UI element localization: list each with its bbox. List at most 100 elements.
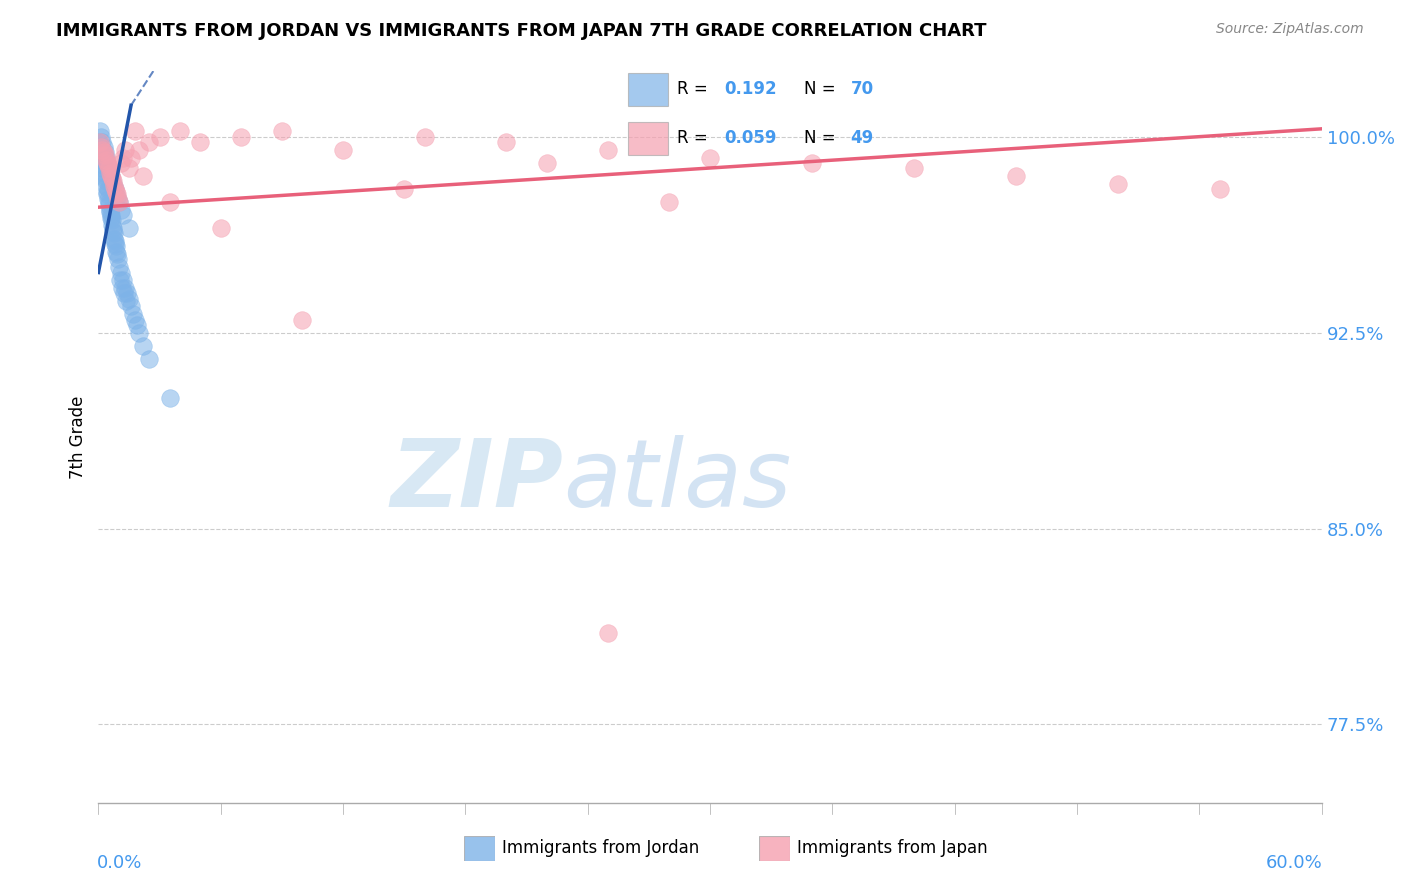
Point xyxy=(159,391,181,405)
Point xyxy=(91,161,114,175)
Point xyxy=(159,194,181,209)
Text: 60.0%: 60.0% xyxy=(1267,854,1323,872)
Point xyxy=(1004,169,1026,183)
Point xyxy=(149,129,172,144)
Point xyxy=(90,148,112,162)
Point xyxy=(138,135,160,149)
Point xyxy=(270,124,294,138)
Point xyxy=(132,339,155,353)
Text: 0.059: 0.059 xyxy=(724,129,776,147)
Point xyxy=(93,145,115,160)
Point xyxy=(118,292,141,306)
Point xyxy=(101,219,124,233)
Point xyxy=(536,155,558,169)
Point xyxy=(100,213,122,227)
Point xyxy=(596,626,619,640)
Point xyxy=(100,208,122,222)
Point xyxy=(114,143,136,157)
Point xyxy=(1107,177,1129,191)
Point xyxy=(100,171,122,186)
Point xyxy=(98,166,121,180)
Point xyxy=(291,312,314,326)
Point xyxy=(103,231,125,245)
Point xyxy=(169,124,191,138)
Point xyxy=(103,179,125,194)
Point xyxy=(903,161,925,175)
Point xyxy=(332,143,354,157)
Point xyxy=(94,151,117,165)
Point xyxy=(96,187,118,202)
Point xyxy=(90,129,112,144)
Point xyxy=(97,158,120,172)
Point xyxy=(801,155,824,169)
Point xyxy=(96,155,118,169)
Text: Immigrants from Japan: Immigrants from Japan xyxy=(797,839,988,857)
Text: atlas: atlas xyxy=(564,435,792,526)
Point xyxy=(1208,182,1232,196)
Point xyxy=(97,163,120,178)
Point xyxy=(91,135,114,149)
Point xyxy=(96,179,118,194)
Point xyxy=(128,326,150,340)
Point xyxy=(93,166,115,180)
Point xyxy=(122,307,145,321)
Point xyxy=(97,194,120,209)
Point xyxy=(118,221,141,235)
Point xyxy=(108,194,131,209)
Text: R =: R = xyxy=(678,129,713,147)
Text: 0.0%: 0.0% xyxy=(97,854,142,872)
Point xyxy=(97,193,120,207)
Point xyxy=(104,182,127,196)
Point xyxy=(231,129,253,144)
Point xyxy=(93,148,115,162)
Point xyxy=(105,244,128,259)
Point xyxy=(495,135,517,149)
Point xyxy=(89,140,111,154)
Bar xyxy=(628,73,668,105)
Point xyxy=(97,161,120,175)
Point xyxy=(413,129,436,144)
Text: Immigrants from Jordan: Immigrants from Jordan xyxy=(502,839,699,857)
Point xyxy=(98,202,121,217)
Point xyxy=(111,151,134,165)
Point xyxy=(108,194,131,209)
Point xyxy=(118,161,141,175)
Text: Source: ZipAtlas.com: Source: ZipAtlas.com xyxy=(1216,22,1364,37)
Point xyxy=(108,273,131,287)
Text: R =: R = xyxy=(678,80,713,98)
Point xyxy=(94,153,117,168)
Text: ZIP: ZIP xyxy=(391,435,564,527)
Point xyxy=(101,224,124,238)
Point xyxy=(91,143,114,157)
Point xyxy=(124,124,146,138)
Point xyxy=(114,281,136,295)
Point xyxy=(93,155,115,169)
Point xyxy=(90,140,112,154)
Point xyxy=(107,193,129,207)
Point xyxy=(115,294,138,309)
Point xyxy=(110,155,132,169)
Point xyxy=(94,174,117,188)
Point xyxy=(93,169,115,183)
Text: 70: 70 xyxy=(851,80,873,98)
Point xyxy=(392,182,416,196)
Point xyxy=(90,151,112,165)
Point xyxy=(89,143,111,157)
Point xyxy=(89,124,111,138)
Point xyxy=(110,202,132,217)
Point xyxy=(105,247,128,261)
Point xyxy=(101,177,124,191)
Point xyxy=(100,169,122,183)
Point xyxy=(699,151,721,165)
Point xyxy=(93,140,115,154)
Text: IMMIGRANTS FROM JORDAN VS IMMIGRANTS FROM JAPAN 7TH GRADE CORRELATION CHART: IMMIGRANTS FROM JORDAN VS IMMIGRANTS FRO… xyxy=(56,22,987,40)
Point xyxy=(98,197,121,211)
Text: 49: 49 xyxy=(851,129,875,147)
Point xyxy=(112,286,135,301)
Point xyxy=(107,252,129,267)
Point xyxy=(111,273,134,287)
Text: 0.192: 0.192 xyxy=(724,80,776,98)
Point xyxy=(104,234,127,248)
Text: N =: N = xyxy=(804,80,841,98)
Point xyxy=(104,185,127,199)
